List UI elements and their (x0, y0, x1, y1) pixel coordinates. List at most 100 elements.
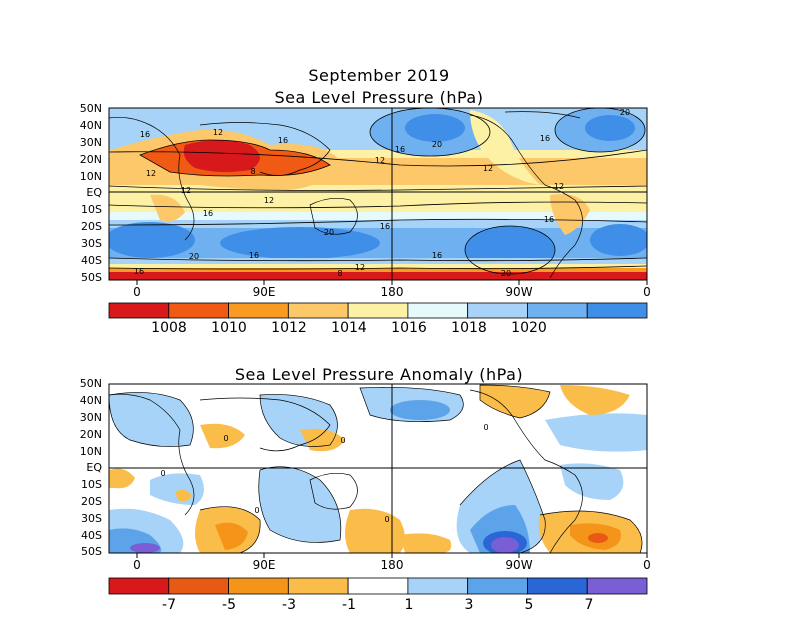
anomaly-colorbar-swatch (347, 577, 409, 595)
anomaly-contour-label: 0 (483, 423, 488, 432)
anomaly-lat-label: 20S (81, 495, 102, 508)
anomaly-map-ticks (136, 553, 648, 558)
anomaly-colorbar-label: -7 (162, 597, 176, 613)
anomaly-lat-label: 20N (79, 428, 102, 441)
slp-lon-label: 180 (380, 285, 404, 299)
slp-colorbar-label: 1016 (391, 320, 427, 336)
anomaly-contour-label: 0 (223, 434, 228, 443)
slp-lat-label: 10S (81, 203, 102, 216)
slp-contour-label: 16 (140, 130, 150, 139)
anomaly-panel-title: Sea Level Pressure Anomaly (hPa) (234, 365, 524, 384)
slp-lat-label: 20S (81, 220, 102, 233)
slp-colorbar-label: 1014 (331, 320, 367, 336)
anomaly-colorbar-label: -5 (222, 597, 236, 613)
slp-colorbar-swatch (586, 302, 648, 319)
slp-lat-label: 40N (79, 119, 102, 132)
slp-contour-label: 12 (264, 196, 274, 205)
slp-colorbar-swatch (228, 302, 289, 319)
slp-lon-label: 90W (505, 285, 533, 299)
anomaly-colorbar-swatch (168, 577, 229, 595)
slp-colorbar-swatch (527, 302, 588, 319)
anomaly-map: 0 0 0 0 0 0 (109, 384, 647, 553)
slp-lat-label: 40S (81, 254, 102, 267)
slp-colorbar-swatch (168, 302, 229, 319)
slp-contour-label: 16 (380, 222, 390, 231)
slp-colorbar (108, 302, 648, 319)
anomaly-lat-label: 10N (79, 445, 102, 458)
slp-colorbar-swatch (467, 302, 528, 319)
anomaly-lat-label: 40N (79, 394, 102, 407)
anomaly-lat-label: 30S (81, 512, 102, 525)
anomaly-colorbar-swatch (527, 577, 588, 595)
anomaly-lon-label: 0 (643, 558, 651, 572)
slp-map-ticks (136, 280, 648, 285)
slp-lon-label: 0 (133, 285, 141, 299)
slp-lat-label: 50S (81, 271, 102, 284)
slp-lat-label: 10N (79, 170, 102, 183)
anomaly-lat-label: 50N (79, 377, 102, 390)
slp-colorbar-label: 1010 (211, 320, 247, 336)
slp-contour-label: 16 (278, 136, 288, 145)
slp-colorbar-swatch (347, 302, 409, 319)
slp-colorbar-swatch (287, 302, 349, 319)
anomaly-lat-label: 40S (81, 529, 102, 542)
slp-contour-label: 12 (355, 263, 365, 272)
slp-lat-label: 30N (79, 136, 102, 149)
anomaly-colorbar-swatch (228, 577, 289, 595)
slp-map-gridlines (108, 107, 648, 281)
anomaly-map-gridlines (108, 383, 648, 554)
anomaly-colorbar-label: -3 (282, 597, 296, 613)
anomaly-contour-label: 0 (254, 506, 259, 515)
anomaly-lon-label: 90E (252, 558, 276, 572)
anomaly-colorbar-swatch (586, 577, 648, 595)
slp-colorbar-swatch (108, 302, 170, 319)
slp-panel-title: Sea Level Pressure (hPa) (274, 88, 484, 107)
slp-contour-label: 16 (540, 134, 550, 143)
slp-contour-label: 20 (324, 228, 334, 237)
slp-colorbar-label: 1018 (451, 320, 487, 336)
anomaly-colorbar-swatch (108, 577, 170, 595)
anomaly-contour-label: 0 (384, 515, 389, 524)
anomaly-lat-label: EQ (86, 461, 102, 474)
anomaly-colorbar-label: 7 (584, 597, 594, 613)
slp-lon-label: 90E (252, 285, 276, 299)
anomaly-contour-label: 0 (160, 469, 165, 478)
slp-colorbar-label: 1012 (271, 320, 307, 336)
anomaly-lat-label: 10S (81, 478, 102, 491)
slp-contour-label: 20 (189, 252, 199, 261)
slp-lat-label: 30S (81, 237, 102, 250)
slp-contour-label: 16 (432, 251, 442, 260)
anomaly-colorbar-swatch (467, 577, 528, 595)
slp-contour-label: 12 (146, 169, 156, 178)
slp-contour-label: 16 (544, 215, 554, 224)
anomaly-colorbar-swatch (407, 577, 469, 595)
anomaly-lon-label: 0 (133, 558, 141, 572)
anomaly-colorbar-label: -1 (342, 597, 356, 613)
anomaly-lon-label: 180 (380, 558, 404, 572)
anomaly-lon-label: 90W (505, 558, 533, 572)
slp-map: 16 12 16 16 20 20 12 12 16 12 8 12 16 12… (109, 108, 647, 280)
anomaly-colorbar-swatch (287, 577, 349, 595)
slp-contour-label: 12 (375, 156, 385, 165)
slp-contour-label: 8 (250, 167, 255, 176)
anomaly-contour-label: 0 (340, 436, 345, 445)
slp-lat-label: 50N (79, 102, 102, 115)
slp-contour-label: 16 (249, 251, 259, 260)
figure-title: September 2019 (308, 66, 450, 85)
anomaly-colorbar-label: 1 (404, 597, 414, 613)
slp-contour-label: 20 (501, 269, 511, 278)
slp-lat-label: EQ (86, 186, 102, 199)
slp-contour-label: 20 (620, 108, 630, 117)
anomaly-colorbar-label: 5 (524, 597, 534, 613)
slp-contour-label: 12 (213, 128, 223, 137)
slp-colorbar-swatch (407, 302, 469, 319)
slp-contour-label: 20 (432, 140, 442, 149)
slp-contour-label: 12 (181, 186, 191, 195)
anomaly-colorbar-label: 3 (464, 597, 474, 613)
anomaly-lat-label: 50S (81, 545, 102, 558)
anomaly-colorbar (108, 577, 648, 595)
slp-lon-label: 0 (643, 285, 651, 299)
slp-contour-label: 16 (134, 267, 144, 276)
slp-colorbar-label: 1008 (151, 320, 187, 336)
slp-contour-label: 8 (337, 269, 342, 278)
